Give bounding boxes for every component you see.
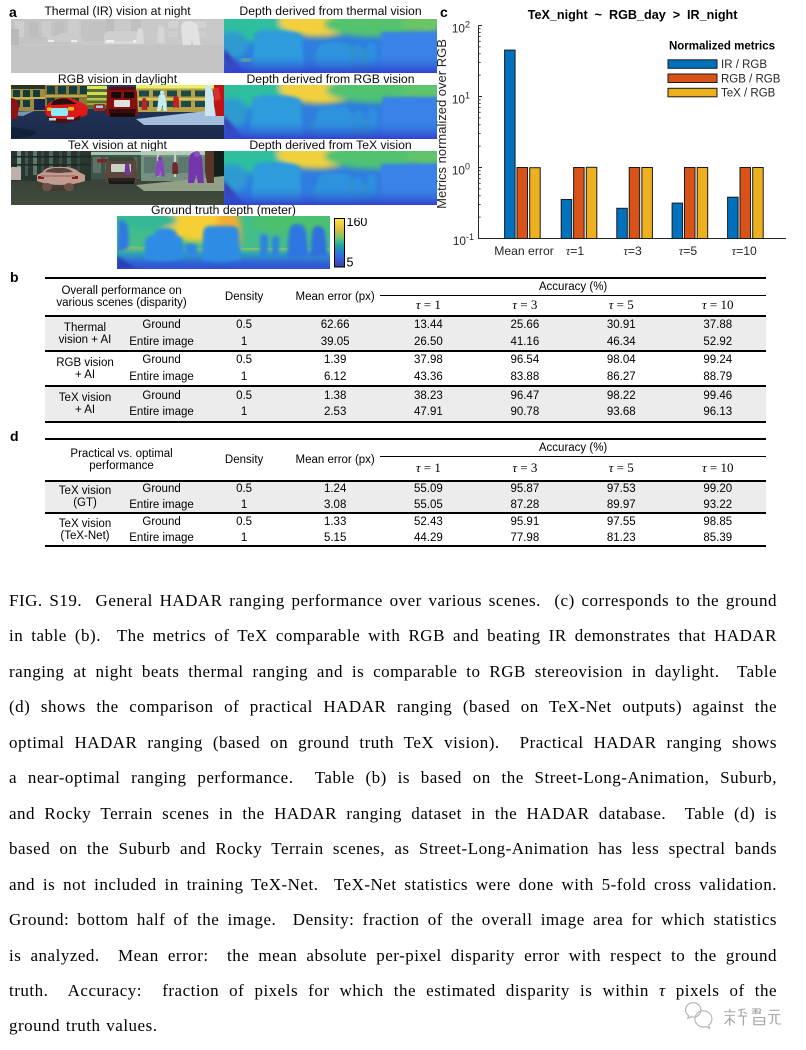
svg-text:10-1: 10-1	[453, 232, 474, 248]
svg-text:Mean error: Mean error	[494, 244, 554, 258]
svg-text:τ=1: τ=1	[566, 244, 584, 258]
svg-text:τ=10: τ=10	[732, 244, 757, 258]
svg-text:Normalized metrics: Normalized metrics	[669, 41, 775, 53]
svg-text:τ=5: τ=5	[679, 244, 697, 258]
svg-text:5: 5	[347, 256, 354, 270]
svg-text:100: 100	[452, 162, 470, 178]
svg-text:Metrics normalized over RGB: Metrics normalized over RGB	[434, 39, 449, 209]
svg-text:TeX_night ~ RGB_day > IR_n: TeX_night ~ RGB_day > IR_night	[528, 8, 739, 22]
svg-text:RGB / RGB: RGB / RGB	[721, 73, 781, 85]
svg-text:101: 101	[452, 91, 470, 107]
svg-text:TeX / RGB: TeX / RGB	[721, 88, 776, 100]
svg-text:τ=3: τ=3	[623, 244, 641, 258]
svg-text:160: 160	[347, 218, 368, 229]
svg-text:102: 102	[452, 20, 470, 36]
svg-text:IR / RGB: IR / RGB	[721, 59, 767, 71]
